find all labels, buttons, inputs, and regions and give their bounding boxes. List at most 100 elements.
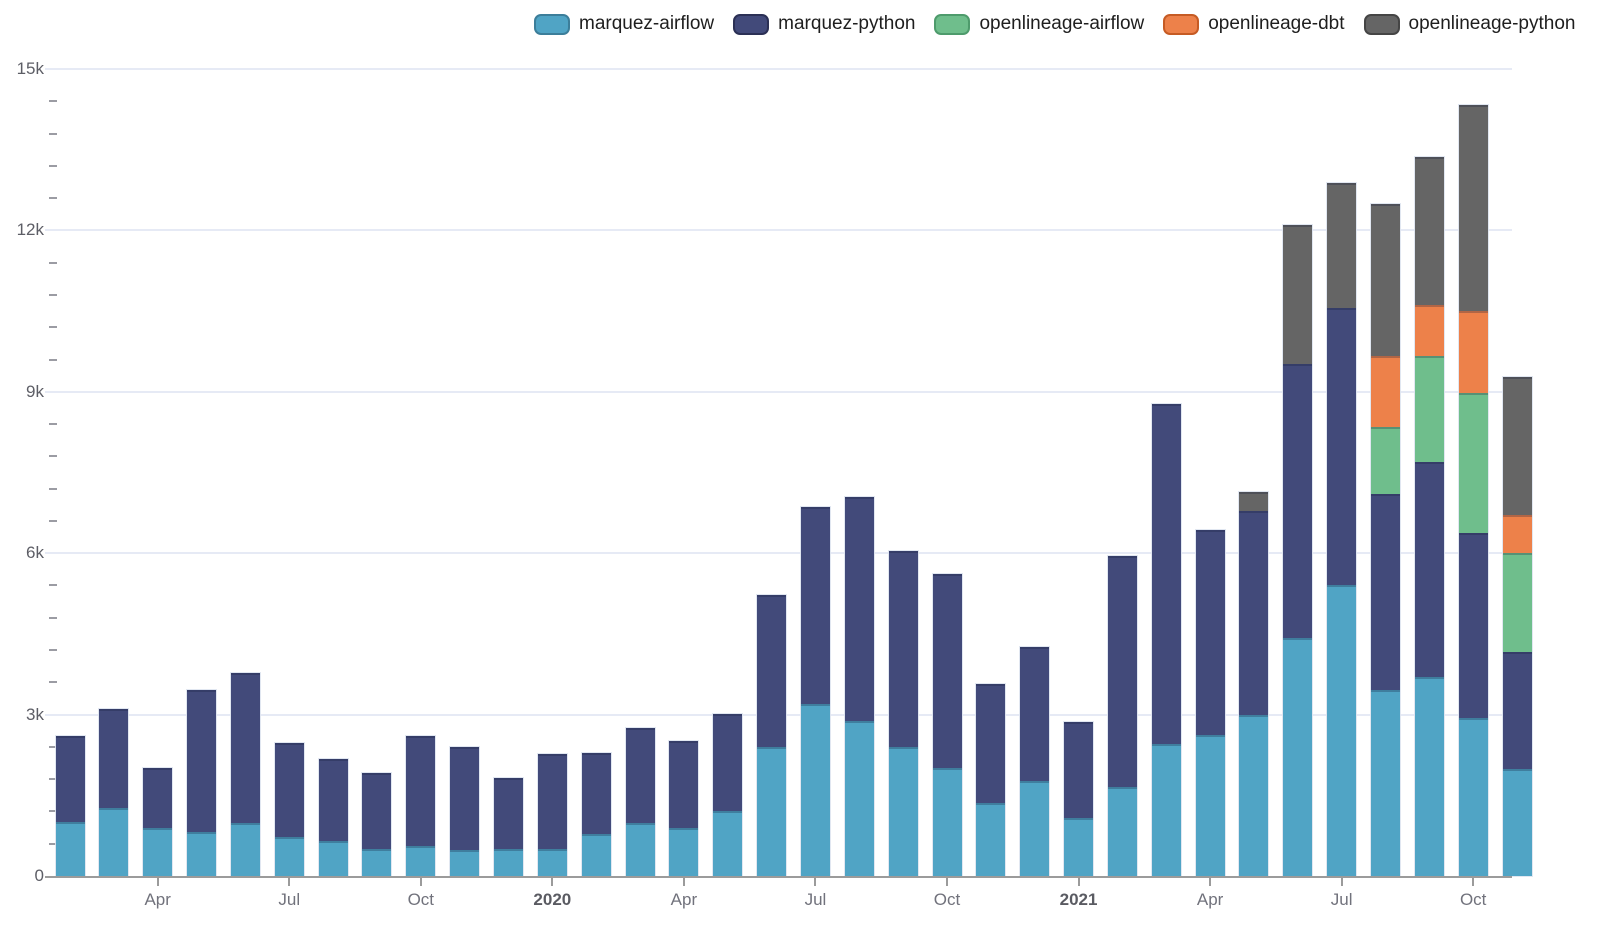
bar-segment-marquez-airflow-2019-06[interactable] bbox=[230, 823, 260, 876]
bar-segment-marquez-python-2020-08[interactable] bbox=[844, 496, 874, 722]
bar-segment-marquez-python-2019-06[interactable] bbox=[230, 672, 260, 824]
bar-segment-marquez-airflow-2020-06[interactable] bbox=[757, 747, 787, 876]
y-axis-label-0: 0 bbox=[34, 866, 44, 885]
bar-segment-marquez-python-2021-03[interactable] bbox=[1151, 404, 1181, 745]
y-minor-tick bbox=[49, 455, 57, 458]
bar-segment-marquez-python-2019-11[interactable] bbox=[450, 747, 480, 851]
bar-segment-marquez-python-2020-09[interactable] bbox=[888, 550, 918, 747]
bar-segment-marquez-python-2019-08[interactable] bbox=[318, 759, 348, 842]
bar-segment-openlineage-python-2021-10[interactable] bbox=[1458, 105, 1488, 312]
bar-segment-marquez-python-2020-10[interactable] bbox=[932, 574, 962, 768]
bar-segment-marquez-python-2019-05[interactable] bbox=[187, 689, 217, 833]
bar-segment-marquez-python-2020-01[interactable] bbox=[537, 753, 567, 850]
bar-segment-marquez-python-2021-11[interactable] bbox=[1502, 652, 1532, 770]
bar-segment-marquez-python-2021-06[interactable] bbox=[1283, 363, 1313, 638]
legend-item-marquez-airflow[interactable]: marquez-airflow bbox=[534, 12, 714, 36]
bar-segment-marquez-python-2020-04[interactable] bbox=[669, 740, 699, 829]
bar-segment-marquez-python-2020-02[interactable] bbox=[581, 752, 611, 835]
bar-segment-marquez-python-2020-12[interactable] bbox=[1020, 647, 1050, 781]
bar-2020-05 bbox=[713, 714, 743, 876]
bar-segment-marquez-python-2019-12[interactable] bbox=[494, 778, 523, 850]
bar-segment-marquez-airflow-2019-11[interactable] bbox=[450, 850, 480, 876]
bar-segment-marquez-python-2021-08[interactable] bbox=[1371, 494, 1400, 690]
legend-item-marquez-python[interactable]: marquez-python bbox=[733, 12, 915, 36]
bar-segment-openlineage-airflow-2021-09[interactable] bbox=[1414, 355, 1444, 462]
bar-segment-openlineage-airflow-2021-10[interactable] bbox=[1458, 392, 1488, 533]
bar-segment-marquez-python-2021-01[interactable] bbox=[1064, 722, 1094, 818]
bar-segment-marquez-python-2019-02[interactable] bbox=[55, 736, 85, 823]
bar-segment-marquez-airflow-2021-11[interactable] bbox=[1502, 769, 1532, 876]
bar-segment-marquez-python-2021-04[interactable] bbox=[1195, 530, 1225, 736]
bar-2020-01 bbox=[537, 753, 567, 876]
bar-segment-marquez-airflow-2020-08[interactable] bbox=[844, 721, 874, 876]
bar-segment-openlineage-airflow-2021-11[interactable] bbox=[1502, 552, 1532, 653]
bar-segment-marquez-python-2021-05[interactable] bbox=[1239, 510, 1269, 715]
y-minor-tick bbox=[49, 649, 57, 652]
x-tick-Oct bbox=[1472, 878, 1475, 886]
bar-segment-openlineage-dbt-2021-11[interactable] bbox=[1502, 515, 1532, 553]
bar-segment-openlineage-python-2021-05[interactable] bbox=[1239, 492, 1269, 511]
bar-segment-marquez-python-2019-10[interactable] bbox=[406, 736, 436, 846]
bar-segment-marquez-airflow-2019-03[interactable] bbox=[99, 807, 129, 876]
bar-segment-openlineage-airflow-2021-08[interactable] bbox=[1371, 427, 1400, 495]
bar-segment-marquez-airflow-2021-05[interactable] bbox=[1239, 714, 1269, 876]
bar-segment-marquez-airflow-2019-04[interactable] bbox=[143, 828, 173, 876]
bar-segment-marquez-airflow-2020-03[interactable] bbox=[625, 823, 655, 876]
bar-2019-11 bbox=[450, 747, 480, 876]
bar-segment-openlineage-dbt-2021-10[interactable] bbox=[1458, 311, 1488, 393]
bar-segment-marquez-airflow-2019-02[interactable] bbox=[55, 822, 85, 876]
bar-segment-marquez-airflow-2020-05[interactable] bbox=[713, 810, 743, 876]
bar-segment-marquez-python-2021-02[interactable] bbox=[1107, 555, 1137, 787]
bar-segment-marquez-python-2019-04[interactable] bbox=[143, 767, 173, 829]
bar-segment-marquez-airflow-2019-07[interactable] bbox=[274, 836, 304, 876]
y-minor-tick bbox=[49, 326, 57, 329]
bar-segment-marquez-airflow-2020-04[interactable] bbox=[669, 828, 699, 876]
bar-segment-marquez-python-2020-11[interactable] bbox=[976, 683, 1006, 804]
bar-segment-openlineage-python-2021-06[interactable] bbox=[1283, 225, 1313, 364]
bar-segment-openlineage-python-2021-09[interactable] bbox=[1414, 156, 1444, 306]
bar-segment-marquez-python-2021-10[interactable] bbox=[1458, 532, 1488, 719]
bar-segment-marquez-airflow-2021-01[interactable] bbox=[1064, 817, 1094, 876]
bar-segment-marquez-airflow-2020-02[interactable] bbox=[581, 834, 611, 876]
bar-segment-marquez-airflow-2020-12[interactable] bbox=[1020, 780, 1050, 876]
bar-segment-marquez-airflow-2021-03[interactable] bbox=[1151, 744, 1181, 876]
bar-segment-marquez-python-2021-09[interactable] bbox=[1414, 461, 1444, 678]
bar-segment-openlineage-dbt-2021-09[interactable] bbox=[1414, 305, 1444, 356]
bar-segment-marquez-airflow-2019-12[interactable] bbox=[494, 849, 523, 876]
bar-segment-marquez-python-2020-05[interactable] bbox=[713, 714, 743, 811]
bar-segment-marquez-python-2020-03[interactable] bbox=[625, 727, 655, 824]
y-minor-tick bbox=[49, 100, 57, 103]
bar-segment-marquez-airflow-2020-11[interactable] bbox=[976, 803, 1006, 876]
legend-item-openlineage-python[interactable]: openlineage-python bbox=[1363, 12, 1575, 36]
bar-segment-marquez-airflow-2019-05[interactable] bbox=[187, 832, 217, 876]
bar-segment-marquez-python-2019-03[interactable] bbox=[99, 709, 129, 808]
bar-segment-marquez-airflow-2020-09[interactable] bbox=[888, 746, 918, 876]
bar-segment-marquez-airflow-2021-02[interactable] bbox=[1107, 786, 1137, 876]
bar-segment-marquez-python-2019-07[interactable] bbox=[274, 742, 304, 837]
bar-segment-marquez-airflow-2021-10[interactable] bbox=[1458, 718, 1488, 876]
y-minor-tick bbox=[49, 616, 57, 619]
bar-segment-marquez-python-2020-07[interactable] bbox=[800, 507, 830, 705]
legend-item-openlineage-airflow[interactable]: openlineage-airflow bbox=[934, 12, 1144, 36]
bar-segment-marquez-airflow-2019-08[interactable] bbox=[318, 841, 348, 876]
bar-segment-marquez-airflow-2020-10[interactable] bbox=[932, 767, 962, 876]
bar-segment-marquez-airflow-2021-09[interactable] bbox=[1414, 677, 1444, 876]
bar-segment-marquez-airflow-2021-07[interactable] bbox=[1327, 585, 1357, 876]
bar-segment-openlineage-python-2021-11[interactable] bbox=[1502, 376, 1532, 515]
bar-segment-marquez-airflow-2019-10[interactable] bbox=[406, 845, 436, 876]
bar-segment-marquez-airflow-2021-08[interactable] bbox=[1371, 689, 1400, 876]
y-minor-tick bbox=[49, 778, 57, 781]
legend-item-openlineage-dbt[interactable]: openlineage-dbt bbox=[1163, 12, 1345, 36]
bar-segment-openlineage-python-2021-07[interactable] bbox=[1327, 183, 1357, 309]
bar-segment-marquez-python-2020-06[interactable] bbox=[757, 595, 787, 748]
bar-segment-marquez-airflow-2020-07[interactable] bbox=[800, 704, 830, 876]
bar-segment-openlineage-python-2021-08[interactable] bbox=[1371, 204, 1400, 356]
bar-segment-marquez-python-2021-07[interactable] bbox=[1327, 308, 1357, 586]
bar-segment-marquez-airflow-2020-01[interactable] bbox=[537, 849, 567, 876]
bar-segment-marquez-airflow-2021-06[interactable] bbox=[1283, 637, 1313, 876]
bar-segment-marquez-airflow-2019-09[interactable] bbox=[362, 848, 392, 876]
bar-segment-marquez-python-2019-09[interactable] bbox=[362, 772, 392, 849]
bar-segment-marquez-airflow-2021-04[interactable] bbox=[1195, 735, 1225, 876]
bar-segment-openlineage-dbt-2021-08[interactable] bbox=[1371, 355, 1400, 428]
x-tick-Apr bbox=[1209, 878, 1212, 886]
